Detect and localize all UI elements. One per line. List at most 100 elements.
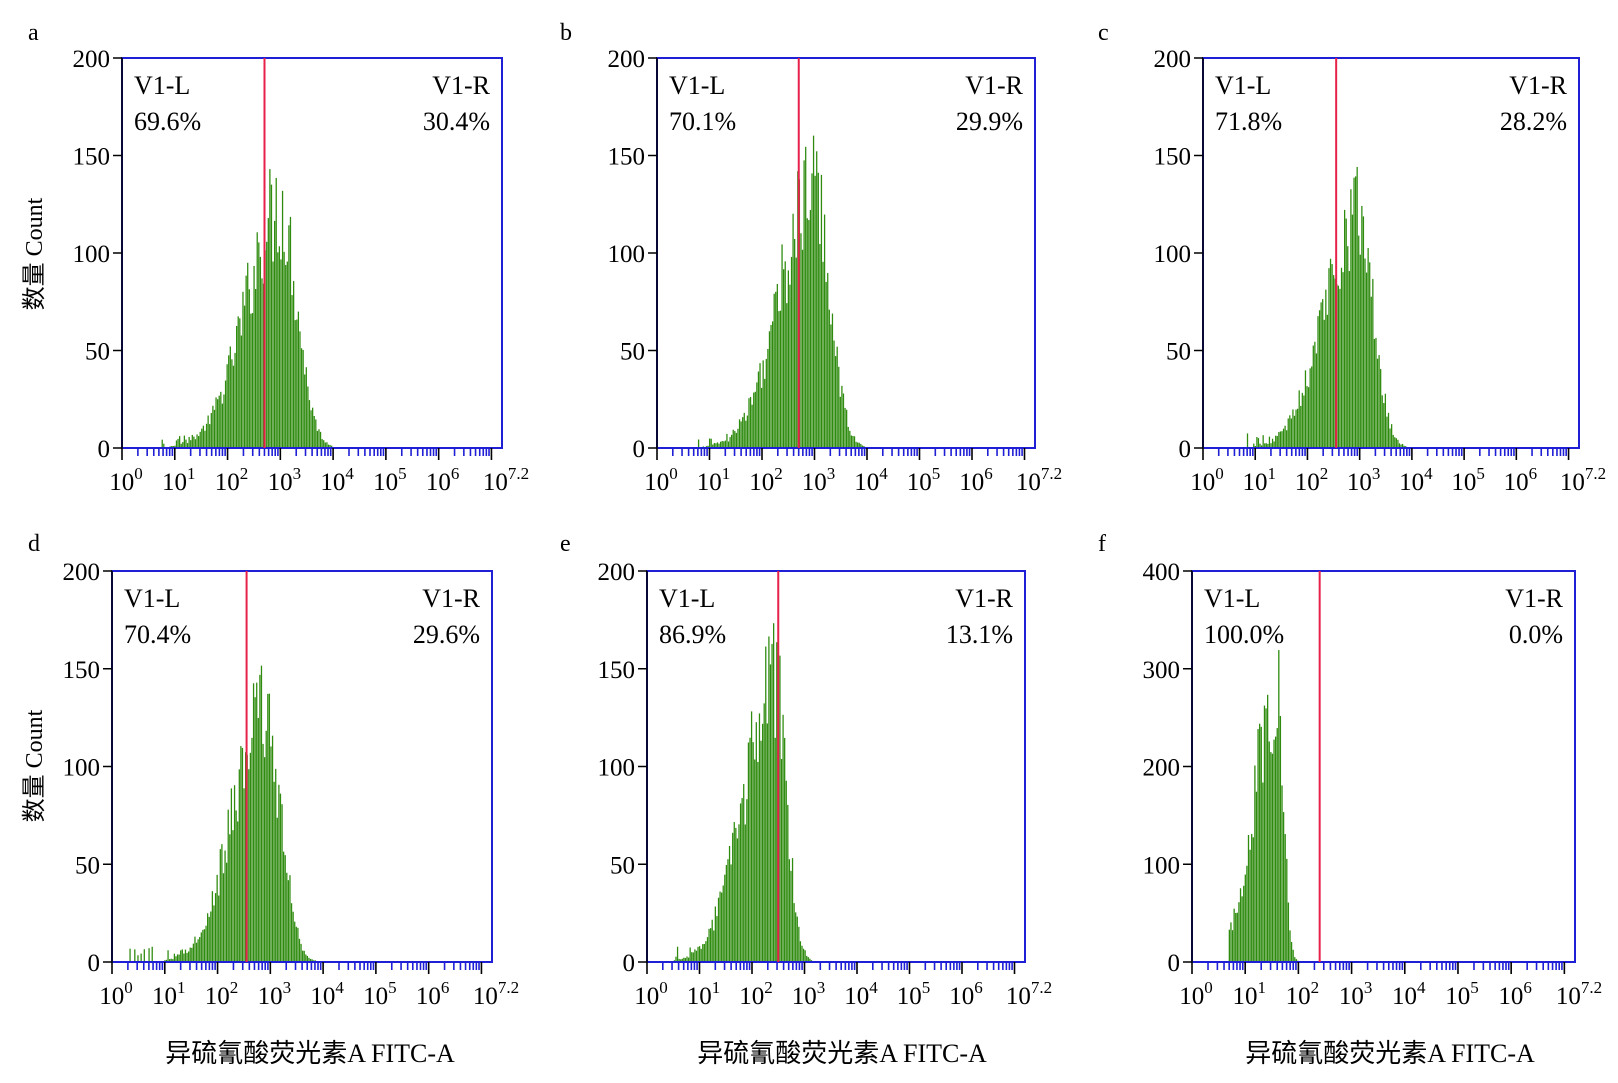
histogram-bar xyxy=(259,674,261,962)
gate-left-name: V1-L xyxy=(124,584,180,613)
histogram-bar xyxy=(1345,218,1347,448)
histogram-bar xyxy=(240,746,242,962)
histogram-bar xyxy=(1391,424,1393,448)
histogram-bar xyxy=(313,415,315,448)
histogram-bar xyxy=(1271,753,1274,962)
histogram-bar xyxy=(1228,929,1230,962)
panel-label: e xyxy=(560,531,571,557)
histogram-bar xyxy=(281,190,284,448)
histogram-bar xyxy=(177,438,179,448)
histogram-bar xyxy=(191,947,193,962)
histogram-bar xyxy=(1260,445,1263,448)
histogram-bar xyxy=(1354,176,1357,448)
histogram-bar xyxy=(298,938,301,962)
x-tick-label: 102 xyxy=(205,978,239,1010)
histogram-bar xyxy=(1268,741,1270,962)
histogram-bar xyxy=(221,844,223,962)
histogram-bar xyxy=(272,261,274,448)
histogram-bar xyxy=(763,703,765,962)
histogram-bar xyxy=(1246,433,1249,448)
histogram-bar xyxy=(790,256,793,448)
x-tick-label: 105 xyxy=(1445,978,1479,1010)
histogram-bar xyxy=(1247,834,1250,962)
histogram-bar xyxy=(732,832,734,962)
histogram-bar xyxy=(251,737,253,962)
histogram-bar xyxy=(1323,319,1325,448)
x-axis-title-col3: 异硫氰酸荧光素A FITC-A xyxy=(1245,1039,1535,1068)
y-tick-label: 100 xyxy=(1143,852,1181,879)
histogram-bar xyxy=(808,220,810,448)
y-tick-label: 50 xyxy=(610,852,635,879)
histogram-bar xyxy=(1281,785,1283,962)
histogram-bar xyxy=(1342,272,1344,448)
histogram-bar xyxy=(266,241,268,448)
histogram-bar xyxy=(1372,278,1374,448)
histogram-bar xyxy=(1244,874,1246,962)
histogram-bar xyxy=(716,442,719,448)
histogram-bar xyxy=(283,851,285,962)
histogram-bar xyxy=(1325,289,1327,448)
histogram-bar xyxy=(260,665,263,962)
x-tick-label: 103 xyxy=(802,464,836,496)
histogram-bar xyxy=(172,959,174,962)
histogram-bar xyxy=(841,385,843,448)
histogram-bar xyxy=(853,436,856,448)
histogram-bar xyxy=(1268,436,1271,448)
histogram-bar xyxy=(1276,728,1278,962)
gate-left-name: V1-L xyxy=(659,584,715,613)
histogram-bar xyxy=(203,929,206,962)
histogram-bar xyxy=(700,948,702,962)
x-tick-label: 105 xyxy=(363,978,397,1010)
histogram-bar xyxy=(687,957,690,962)
histogram-bar xyxy=(1236,912,1238,962)
y-tick-label: 200 xyxy=(608,46,646,73)
histogram-bar xyxy=(730,864,732,962)
histogram-bar xyxy=(230,788,233,962)
histogram-bar xyxy=(175,440,178,448)
x-tick-label: 101 xyxy=(687,978,721,1010)
histogram-bar xyxy=(1403,445,1405,448)
histogram-bar xyxy=(766,723,768,962)
histogram-bar xyxy=(844,407,846,448)
histogram-bar xyxy=(1364,258,1366,448)
histogram-bar xyxy=(252,683,255,962)
histogram-bar xyxy=(270,184,273,448)
histogram-bar xyxy=(689,947,691,962)
x-tick-label: 102 xyxy=(749,464,783,496)
histogram-bar xyxy=(245,275,247,448)
histogram-bar xyxy=(768,331,771,448)
histogram-bar xyxy=(205,925,207,962)
histogram-bar xyxy=(218,895,220,962)
histogram-bar xyxy=(746,799,748,962)
histogram-bar xyxy=(752,742,754,962)
histogram-bar xyxy=(773,623,775,962)
histogram-bar xyxy=(1337,285,1339,448)
histogram-bar xyxy=(1331,264,1333,448)
histogram-bar xyxy=(163,443,165,448)
histogram-bar xyxy=(782,714,784,962)
histogram-bar xyxy=(1353,177,1355,448)
x-tick-label: 100 xyxy=(109,464,143,496)
histogram-bar xyxy=(1290,418,1292,448)
histogram-bar xyxy=(765,358,767,448)
histogram-bar xyxy=(250,313,252,448)
histogram-bar xyxy=(1262,435,1264,448)
gate-right-name: V1-R xyxy=(1505,584,1563,613)
histogram-bar xyxy=(796,916,798,962)
panel-label: a xyxy=(28,20,39,46)
histogram-bar xyxy=(1314,341,1316,448)
histogram-bar xyxy=(200,932,202,962)
histogram-bar xyxy=(286,872,288,962)
histogram-bar xyxy=(825,281,827,448)
histogram-bar xyxy=(1231,930,1234,962)
histogram-bar xyxy=(210,413,212,448)
gate-left-name: V1-L xyxy=(134,71,190,100)
gate-right-percent: 29.9% xyxy=(956,107,1023,136)
histogram-bar xyxy=(702,944,704,962)
x-tick-label: 103 xyxy=(258,978,292,1010)
histogram-bar xyxy=(785,780,787,962)
histogram-bar xyxy=(308,400,311,448)
histogram-bar xyxy=(224,850,226,962)
y-tick-label: 100 xyxy=(608,241,646,268)
histogram-bar xyxy=(295,926,297,962)
